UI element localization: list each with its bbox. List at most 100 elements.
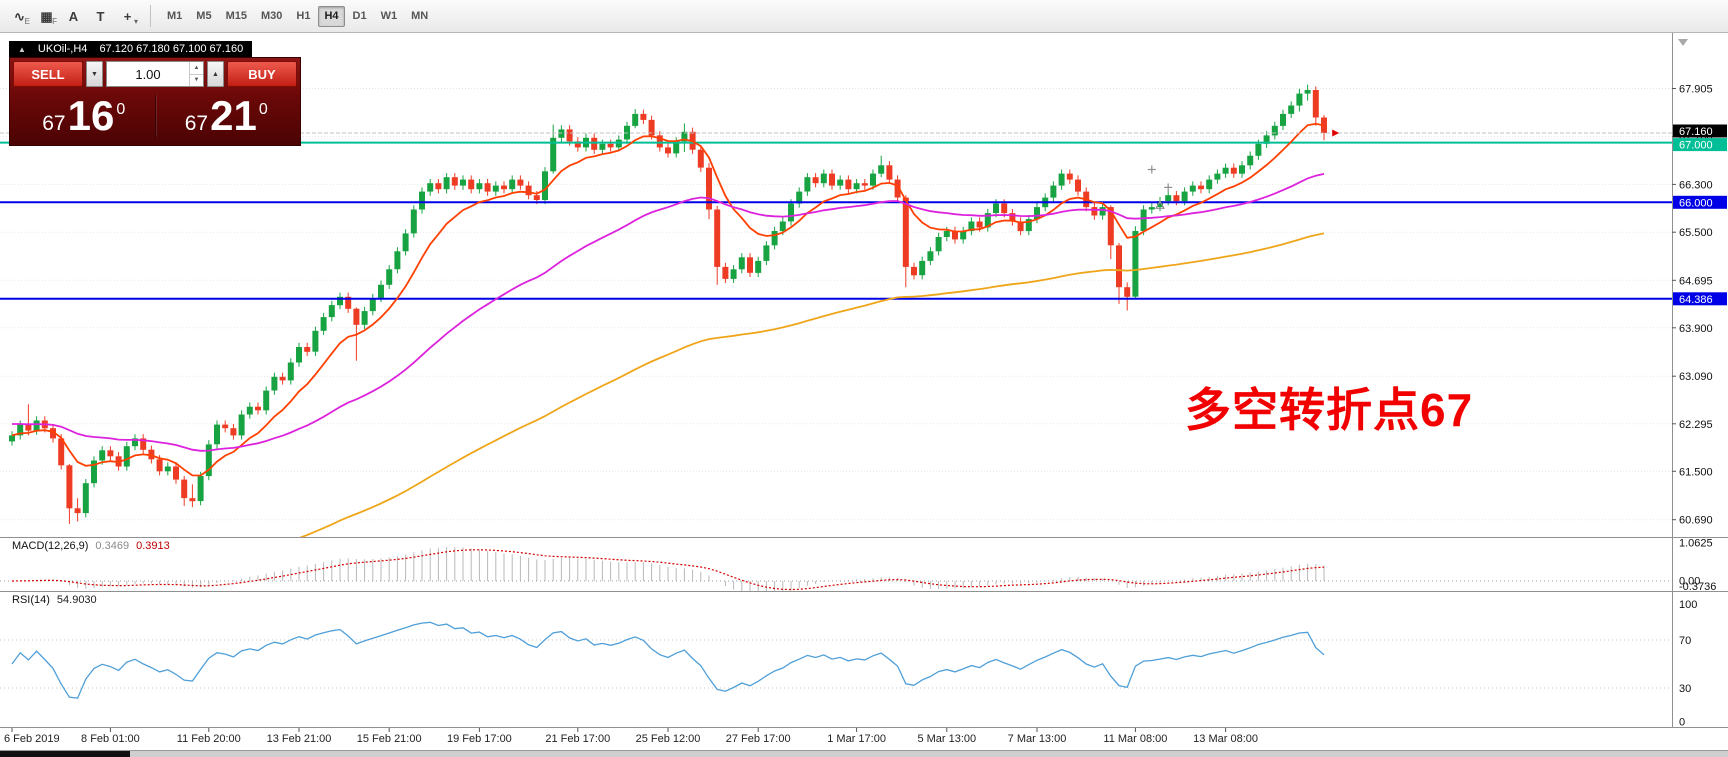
price-axis[interactable]: 67.90567.10066.30065.50064.69563.90063.0… bbox=[1672, 84, 1727, 527]
tf-button-H1[interactable]: H1 bbox=[290, 6, 316, 27]
macd-panel bbox=[0, 547, 1672, 591]
macd-label: MACD(12,26,9) 0.3469 0.3913 bbox=[12, 540, 170, 552]
symbol-title: UKOil-,H4 bbox=[37, 43, 88, 55]
rsi-label: RSI(14) 54.9030 bbox=[12, 594, 97, 606]
grid-tool-icon[interactable]: ▦ F bbox=[33, 4, 60, 28]
toolbar-separator bbox=[150, 5, 151, 27]
rsi-panel bbox=[0, 621, 1672, 699]
svg-text:-0.3736: -0.3736 bbox=[1679, 581, 1716, 593]
template-tool-icon[interactable]: T bbox=[87, 4, 114, 28]
rsi-value: 54.9030 bbox=[56, 594, 97, 606]
svg-text:64.695: 64.695 bbox=[1679, 275, 1713, 287]
indicators-tool-icon[interactable]: ∿ E bbox=[6, 4, 33, 28]
svg-text:27 Feb 17:00: 27 Feb 17:00 bbox=[726, 733, 791, 745]
crosshair-tool-icon[interactable]: + ▾ bbox=[114, 4, 141, 28]
svg-text:63.900: 63.900 bbox=[1679, 323, 1713, 335]
svg-text:62.295: 62.295 bbox=[1679, 419, 1713, 431]
svg-text:1.0625: 1.0625 bbox=[1679, 538, 1713, 550]
ma-line-120 bbox=[299, 232, 1325, 537]
sell-price-pip: 0 bbox=[116, 101, 126, 118]
volume-presets-button[interactable]: ▼ bbox=[86, 61, 103, 87]
buy-price-pip: 0 bbox=[258, 101, 268, 118]
svg-text:0.00: 0.00 bbox=[1679, 576, 1700, 588]
sell-price-display[interactable]: 67 16 0 bbox=[13, 92, 155, 139]
buy-button[interactable]: BUY bbox=[227, 61, 297, 87]
svg-text:63.090: 63.090 bbox=[1679, 371, 1713, 383]
price-divider bbox=[154, 95, 156, 137]
time-axis[interactable]: 6 Feb 2019 8 Feb 01:00 11 Feb 20:00 13 Feb … bbox=[4, 728, 1258, 745]
chart-area[interactable]: 67.905 67.100 66.300 65.500 64.695 63.900 63.0… bbox=[0, 33, 1728, 750]
svg-text:8 Feb 01:00: 8 Feb 01:00 bbox=[81, 733, 140, 745]
svg-text:64.386: 64.386 bbox=[1679, 294, 1713, 306]
svg-text:13 Mar 08:00: 13 Mar 08:00 bbox=[1193, 733, 1258, 745]
svg-text:67.000: 67.000 bbox=[1679, 140, 1713, 152]
scrollbar-thumb[interactable] bbox=[0, 751, 130, 757]
rsi-axis: 100 70 30 0 bbox=[1679, 599, 1697, 729]
trade-markers bbox=[1147, 129, 1340, 209]
svg-text:5 Mar 13:00: 5 Mar 13:00 bbox=[917, 733, 976, 745]
tf-button-H4[interactable]: H4 bbox=[318, 5, 345, 27]
sell-button[interactable]: SELL bbox=[13, 61, 83, 87]
svg-text:67.160: 67.160 bbox=[1679, 126, 1713, 138]
volume-spin-up-icon[interactable]: ▲ bbox=[190, 62, 203, 75]
chart-canvas[interactable]: 67.905 67.100 66.300 65.500 64.695 63.900 63.0… bbox=[0, 33, 1728, 755]
chart-symbol-header: ▲ UKOil-,H4 67.120 67.180 67.100 67.160 bbox=[9, 41, 253, 57]
svg-text:65.500: 65.500 bbox=[1679, 227, 1713, 239]
scroll-marker-icon bbox=[1678, 39, 1688, 46]
volume-input[interactable] bbox=[107, 62, 189, 86]
svg-text:11 Mar 08:00: 11 Mar 08:00 bbox=[1103, 733, 1167, 745]
volume-spin-down-icon[interactable]: ▼ bbox=[193, 77, 200, 84]
sell-price-main: 67 bbox=[42, 112, 66, 135]
tf-button-MN[interactable]: MN bbox=[405, 6, 434, 27]
timeframe-toolbar: M1 M5 M15 M30 H1 H4 D1 W1 MN bbox=[160, 5, 435, 27]
ma-line-10 bbox=[11, 122, 1325, 477]
macd-value-main: 0.3469 bbox=[95, 540, 130, 552]
svg-text:6 Feb 2019: 6 Feb 2019 bbox=[4, 733, 60, 745]
toolbar: ∿ E ▦ F A T + ▾ M1 M5 M15 M30 H1 H4 D1 W1 MN bbox=[0, 0, 1728, 33]
svg-text:30: 30 bbox=[1679, 683, 1691, 695]
svg-text:70: 70 bbox=[1679, 635, 1691, 647]
tf-button-M30[interactable]: M30 bbox=[255, 6, 288, 27]
svg-text:25 Feb 12:00: 25 Feb 12:00 bbox=[636, 733, 701, 745]
svg-text:7 Mar 13:00: 7 Mar 13:00 bbox=[1008, 733, 1067, 745]
sell-price-big: 16 bbox=[67, 92, 115, 139]
macd-value-signal: 0.3913 bbox=[136, 540, 170, 552]
tf-button-M1[interactable]: M1 bbox=[161, 6, 188, 27]
svg-text:15 Feb 21:00: 15 Feb 21:00 bbox=[357, 733, 422, 745]
tf-button-M15[interactable]: M15 bbox=[220, 6, 253, 27]
toolbar-icons: ∿ E ▦ F A T + ▾ bbox=[6, 4, 141, 28]
svg-text:19 Feb 17:00: 19 Feb 17:00 bbox=[447, 733, 512, 745]
svg-text:11 Feb 20:00: 11 Feb 20:00 bbox=[177, 733, 241, 745]
buy-price-main: 67 bbox=[184, 112, 209, 135]
buy-price-big: 21 bbox=[210, 92, 257, 139]
svg-text:21 Feb 17:00: 21 Feb 17:00 bbox=[545, 733, 610, 745]
svg-text:66.300: 66.300 bbox=[1679, 179, 1713, 191]
volume-input-wrap: ▲ ▼ bbox=[106, 61, 204, 87]
svg-text:0: 0 bbox=[1679, 717, 1685, 729]
svg-text:61.500: 61.500 bbox=[1679, 466, 1713, 478]
macd-axis: 1.0625 0.00-0.3736 bbox=[1679, 538, 1716, 594]
volume-increase-button[interactable]: ▲ bbox=[207, 61, 224, 87]
svg-text:100: 100 bbox=[1679, 599, 1697, 611]
text-tool-icon[interactable]: A bbox=[60, 4, 87, 28]
chart-annotation: 多空转折点67 bbox=[1185, 384, 1474, 436]
candles bbox=[9, 84, 1327, 524]
symbol-ohlc: 67.120 67.180 67.100 67.160 bbox=[99, 43, 244, 55]
svg-text:13 Feb 21:00: 13 Feb 21:00 bbox=[267, 733, 332, 745]
ma-line-45 bbox=[12, 173, 1325, 452]
buy-price-display[interactable]: 67 21 0 bbox=[156, 92, 298, 139]
tf-button-M5[interactable]: M5 bbox=[190, 6, 217, 27]
svg-text:60.690: 60.690 bbox=[1679, 515, 1713, 527]
bottom-scrollbar[interactable] bbox=[0, 750, 1728, 757]
svg-text:66.000: 66.000 bbox=[1679, 197, 1713, 209]
svg-text:1 Mar 17:00: 1 Mar 17:00 bbox=[827, 733, 886, 745]
tf-button-W1[interactable]: W1 bbox=[375, 6, 404, 27]
volume-spinner: ▲ ▼ bbox=[189, 62, 203, 86]
symbol-marker-icon: ▲ bbox=[18, 44, 26, 54]
rsi-name: RSI(14) bbox=[12, 594, 50, 606]
svg-text:67.905: 67.905 bbox=[1679, 84, 1713, 96]
macd-name: MACD(12,26,9) bbox=[12, 540, 89, 552]
tf-button-D1[interactable]: D1 bbox=[347, 6, 373, 27]
